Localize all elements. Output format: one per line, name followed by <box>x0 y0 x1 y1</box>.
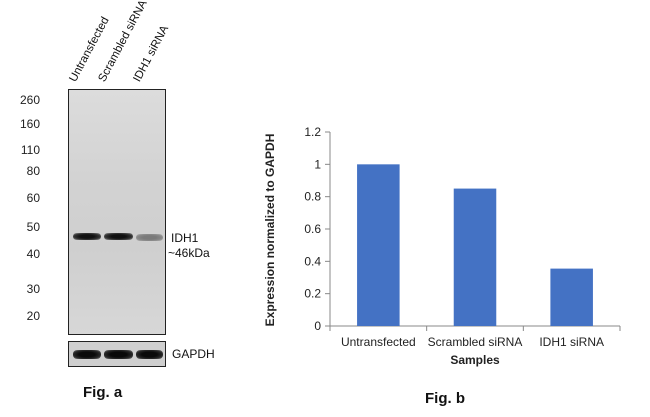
band-label: IDH1 <box>171 231 199 245</box>
band-size-label: ~46kDa <box>168 246 210 260</box>
figure-a-caption: Fig. a <box>83 384 123 401</box>
y-axis-label: Expression normalized to GAPDH <box>263 134 277 327</box>
bar <box>357 164 400 326</box>
y-tick-label: 0.4 <box>304 254 321 268</box>
mw-marker-110: 110 <box>20 143 40 157</box>
idh1-band-idh1-sirna <box>136 234 163 241</box>
figure-b-caption: Fig. b <box>425 390 465 407</box>
idh1-band-untransfected <box>73 233 101 240</box>
bar <box>453 188 497 326</box>
x-axis-label: Samples <box>450 353 500 367</box>
gapdh-band-untransfected <box>73 350 101 359</box>
mw-marker-20: 20 <box>26 309 40 323</box>
mw-marker-80: 80 <box>26 164 40 178</box>
gapdh-band-scrambled <box>104 350 133 359</box>
blot-membrane <box>68 89 166 335</box>
x-tick-label: Untransfected <box>341 335 416 349</box>
gapdh-band-idh1-sirna <box>136 350 163 359</box>
y-tick-label: 0.2 <box>304 287 321 301</box>
x-tick-label: IDH1 siRNA <box>539 335 604 349</box>
mw-marker-40: 40 <box>26 247 40 261</box>
y-tick-label: 0 <box>314 319 321 333</box>
y-tick-label: 1.2 <box>304 125 321 139</box>
y-tick-label: 0.8 <box>304 190 321 204</box>
mw-marker-260: 260 <box>19 93 40 107</box>
mw-marker-50: 50 <box>26 220 40 234</box>
gapdh-blot-strip <box>68 341 166 367</box>
loading-control-label: GAPDH <box>172 347 215 361</box>
bar <box>550 268 593 326</box>
idh1-band-scrambled <box>104 233 133 240</box>
mw-marker-30: 30 <box>26 282 40 296</box>
y-tick-label: 1 <box>314 157 321 171</box>
mw-marker-60: 60 <box>26 191 40 205</box>
mw-marker-160: 160 <box>19 117 40 131</box>
y-tick-label: 0.6 <box>304 222 321 236</box>
x-tick-label: Scrambled siRNA <box>428 335 523 349</box>
